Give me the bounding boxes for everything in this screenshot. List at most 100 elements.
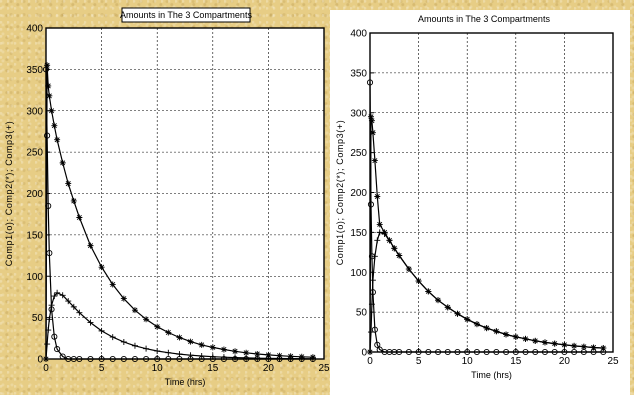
data-point-comp3: [405, 266, 412, 273]
data-point-comp3: [493, 328, 500, 335]
x-tick-label: 15: [510, 356, 522, 367]
data-point-comp3: [309, 355, 316, 362]
data-point-comp1: [143, 355, 150, 363]
y-tick-label: 300: [26, 106, 43, 117]
data-point-comp1: [154, 355, 161, 363]
data-point-comp2: [165, 329, 172, 336]
y-tick-label: 400: [350, 29, 367, 40]
x-tick-label: 20: [263, 363, 275, 374]
data-point-comp2: [131, 307, 138, 314]
data-point-comp3: [368, 301, 375, 308]
data-point-comp2: [265, 351, 272, 358]
x-tick-label: 0: [367, 356, 373, 367]
data-point-comp2: [371, 157, 378, 164]
data-point-comp1: [434, 348, 442, 356]
y-tick-label: 300: [350, 108, 367, 119]
x-tick-label: 20: [559, 356, 571, 367]
data-point-comp1: [532, 348, 539, 356]
y-tick-label: 350: [350, 68, 367, 79]
data-point-comp1: [464, 348, 471, 356]
data-point-comp2: [46, 92, 53, 99]
data-point-comp2: [48, 107, 55, 114]
data-point-comp3: [551, 340, 558, 347]
y-tick-label: 250: [350, 148, 367, 159]
data-point-comp3: [396, 252, 403, 259]
x-axis-label: Time (hrs): [471, 370, 512, 380]
data-point-comp1: [51, 333, 58, 340]
data-point-comp3: [415, 278, 422, 285]
data-point-comp3: [483, 325, 490, 332]
y-tick-label: 0: [361, 348, 367, 359]
data-point-comp3: [44, 341, 51, 348]
y-axis-label: Comp1(o); Comp2(*); Comp3(+): [4, 121, 14, 267]
data-point-comp2: [367, 113, 374, 120]
data-point-comp1: [415, 348, 422, 356]
data-point-comp3: [98, 327, 105, 334]
chart-title: Amounts in The 3 Compartments: [418, 14, 550, 24]
data-point-comp1: [405, 348, 412, 356]
data-point-comp3: [541, 339, 548, 346]
y-axis-label: Comp1(o); Comp2(*); Comp3(+): [335, 120, 345, 266]
data-point-comp1: [366, 79, 374, 86]
data-point-comp2: [54, 136, 61, 143]
chart-panel-right: Amounts in The 3 Compartments 0 5 10 15 20 25 0…: [330, 10, 630, 395]
data-point-comp2: [220, 346, 227, 353]
x-tick-label: 15: [207, 363, 219, 374]
data-point-comp3: [571, 342, 578, 349]
data-point-comp1: [59, 353, 66, 360]
data-point-comp3: [369, 277, 376, 284]
data-point-comp2: [176, 334, 183, 341]
chart-title: Amounts in The 3 Compartments: [120, 10, 252, 20]
data-point-comp1: [165, 355, 172, 363]
series-line-comp1: [45, 69, 313, 360]
y-tick-label: 150: [350, 228, 367, 239]
data-point-comp2: [198, 341, 205, 348]
data-point-comp2: [154, 323, 161, 330]
data-point-comp1: [87, 355, 94, 363]
data-point-comp2: [368, 117, 375, 124]
data-point-comp2: [70, 197, 77, 204]
y-tick-label: 0: [37, 355, 43, 366]
plot-area: [46, 28, 324, 359]
x-tick-label: 25: [318, 363, 330, 374]
data-point-comp3: [59, 292, 66, 299]
data-point-comp3: [381, 230, 388, 237]
data-point-comp1: [54, 346, 61, 353]
data-point-comp3: [154, 347, 161, 354]
data-point-comp3: [287, 355, 294, 362]
data-point-comp2: [51, 122, 58, 129]
x-tick-label: 5: [416, 356, 422, 367]
data-point-comp2: [374, 193, 381, 200]
data-point-comp3: [425, 288, 432, 295]
data-point-comp3: [600, 345, 607, 352]
data-point-comp2: [59, 159, 66, 166]
data-point-comp2: [76, 214, 83, 221]
data-point-comp3: [367, 349, 373, 355]
data-point-comp1: [571, 348, 578, 356]
y-tick-label: 100: [26, 272, 43, 283]
data-point-comp2: [376, 221, 383, 228]
data-point-comp3: [276, 355, 283, 362]
data-point-comp2: [87, 242, 94, 249]
data-point-comp3: [48, 302, 55, 309]
data-point-comp3: [232, 354, 239, 361]
y-tick-label: 50: [32, 313, 44, 324]
data-point-comp3: [454, 310, 461, 317]
data-point-comp2: [243, 349, 250, 356]
data-point-comp2: [209, 344, 216, 351]
data-point-comp1: [541, 348, 549, 356]
data-point-comp1: [425, 348, 432, 356]
data-point-comp3: [54, 289, 61, 296]
data-point-comp2: [187, 338, 194, 345]
data-point-comp1: [371, 326, 378, 333]
data-point-comp1: [120, 355, 127, 363]
series-line-comp1: [369, 82, 604, 353]
data-point-comp1: [512, 348, 519, 356]
data-point-comp3: [590, 344, 597, 351]
data-point-comp3: [198, 353, 205, 360]
data-point-comp2: [232, 348, 239, 355]
data-point-comp3: [220, 354, 227, 361]
data-point-comp3: [386, 237, 393, 244]
data-point-comp3: [187, 352, 194, 359]
